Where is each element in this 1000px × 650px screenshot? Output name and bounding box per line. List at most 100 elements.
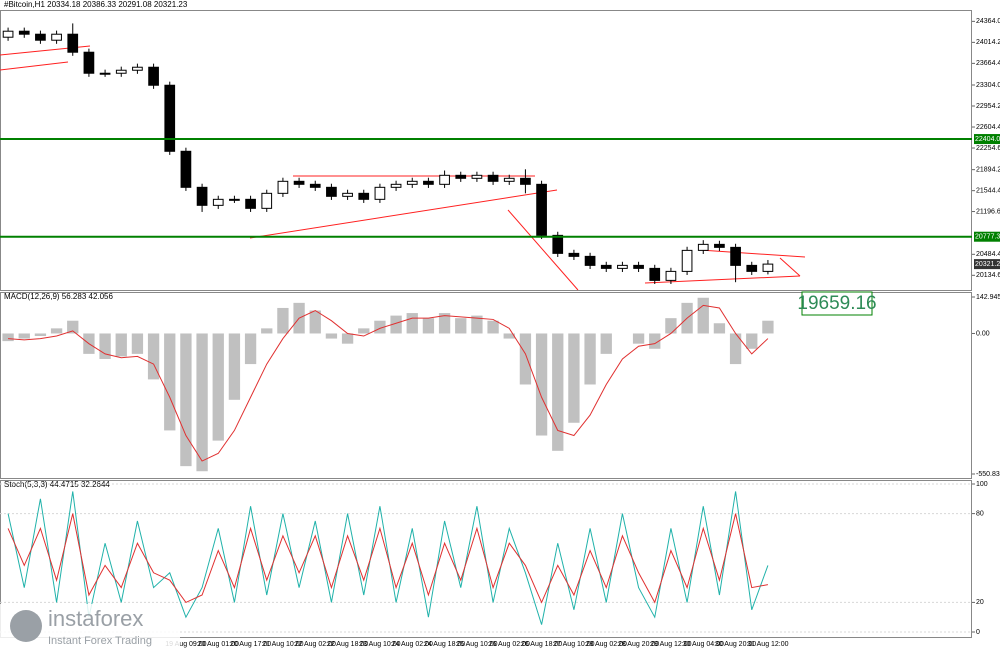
stoch-title: Stoch(5,3,3) 44.4715 32.2644 xyxy=(4,480,110,489)
candle-body xyxy=(762,263,774,272)
macd-bar xyxy=(341,333,354,344)
candle-body xyxy=(99,72,111,75)
macd-bar xyxy=(762,320,774,334)
macd-signal xyxy=(8,304,769,462)
annotation: 19659.16 xyxy=(797,293,876,314)
candle-body xyxy=(617,264,628,269)
x-tick-label: 28 Aug 02:00 xyxy=(586,641,627,648)
macd-bar xyxy=(99,333,111,359)
macd-bar xyxy=(746,333,758,349)
macd-bar xyxy=(665,318,677,334)
candle-body xyxy=(293,180,305,185)
candle-body xyxy=(503,177,515,182)
macd-bar xyxy=(196,333,208,472)
x-tick-label: 29 Aug 12:00 xyxy=(650,641,691,648)
macd-bar xyxy=(422,318,435,334)
logo-name: instaforex xyxy=(48,606,143,631)
y-tick-label: -550.837 xyxy=(976,471,1000,478)
candle-body xyxy=(439,174,450,185)
macd-bar xyxy=(535,333,548,436)
y-tick-label: 24014.20 xyxy=(976,39,1000,46)
x-tick-label: 26 Aug 02:00 xyxy=(489,641,530,648)
macd-bar xyxy=(244,333,257,365)
macd-bar xyxy=(471,315,483,334)
x-tick-label: 19 Aug 09:00 xyxy=(165,641,206,648)
candle-body xyxy=(2,30,14,38)
y-tick-label: 22254.60 xyxy=(976,145,1000,152)
level-label-box xyxy=(974,231,1000,242)
y-tick-label: 22954.20 xyxy=(976,103,1000,110)
macd-bar xyxy=(729,333,742,365)
macd-bar xyxy=(455,318,467,334)
candle-body xyxy=(633,264,644,269)
candle-body xyxy=(681,249,693,272)
candle-body xyxy=(83,51,95,74)
candle-body xyxy=(132,66,143,71)
macd-bar xyxy=(713,323,726,334)
candle-body xyxy=(568,252,580,257)
candle-body xyxy=(51,33,62,41)
macd-bar xyxy=(568,333,580,423)
candle-body xyxy=(584,255,596,266)
candle-body xyxy=(358,192,370,200)
stoch-panel xyxy=(0,480,972,638)
x-tick-label: 24 Aug 18:00 xyxy=(424,641,465,648)
y-tick-label: 21544.40 xyxy=(976,188,1000,195)
candle-body xyxy=(520,177,531,185)
candle-body xyxy=(730,246,741,266)
macd-bar xyxy=(584,333,596,385)
x-tick-label: 21 Aug 10:00 xyxy=(262,641,303,648)
macd-bar xyxy=(261,328,273,334)
candle-body xyxy=(180,150,192,188)
x-tick-label: 25 Aug 10:00 xyxy=(456,641,497,648)
candle-body xyxy=(374,186,386,200)
price-panel xyxy=(0,10,972,291)
y-tick-label: 142.945 xyxy=(976,294,1000,301)
macd-bar xyxy=(147,333,160,380)
logo: instaforex Instant Forex Trading xyxy=(0,604,180,650)
y-tick-label: 0.00 xyxy=(976,330,990,337)
candle-body xyxy=(714,243,725,248)
level-label: 22404.08 xyxy=(975,136,1000,143)
macd-panel xyxy=(0,292,972,479)
x-tick-label: 30 Aug 20:00 xyxy=(715,641,756,648)
x-tick-label: 22 Aug 02:00 xyxy=(295,641,336,648)
candle-body xyxy=(261,192,273,209)
x-tick-label: 20 Aug 17:00 xyxy=(230,641,271,648)
macd-bar xyxy=(487,320,499,334)
candle-body xyxy=(309,183,321,188)
candle-body xyxy=(406,180,418,185)
macd-bar xyxy=(67,320,79,334)
candle-body xyxy=(164,84,176,152)
x-tick-label: 20 Aug 01:00 xyxy=(198,641,239,648)
macd-title: MACD(12,26,9) 56.283 42.056 xyxy=(4,292,114,301)
y-tick-label: 20484.40 xyxy=(976,251,1000,258)
candle-body xyxy=(552,234,564,254)
y-tick-label: 23304.00 xyxy=(976,82,1000,89)
candle-body xyxy=(697,243,709,251)
level-label-box xyxy=(974,134,1000,145)
x-tick-label: 31 Aug 12:00 xyxy=(747,641,788,648)
y-tick-label: 20 xyxy=(976,599,984,606)
x-tick-label: 23 Aug 10:00 xyxy=(359,641,400,648)
macd-bar xyxy=(115,333,127,357)
y-tick-label: 22604.40 xyxy=(976,124,1000,131)
y-tick-label: 0 xyxy=(976,629,980,636)
candle-body xyxy=(35,33,46,41)
candle-body xyxy=(665,270,677,281)
stoch-line xyxy=(7,491,769,625)
macd-bar xyxy=(164,333,176,431)
x-tick-label: 26 Aug 18:00 xyxy=(521,641,562,648)
stoch-line xyxy=(7,513,769,604)
last-price-box xyxy=(974,259,1000,270)
annotation-box xyxy=(801,291,873,316)
candle-body xyxy=(115,69,127,74)
candle-body xyxy=(390,183,402,188)
level-label: 20777.36 xyxy=(975,234,1000,241)
macd-bar xyxy=(406,313,418,334)
candle-body xyxy=(245,198,256,209)
macd-bar xyxy=(358,328,370,334)
candle-body xyxy=(212,198,224,206)
macd-bar xyxy=(438,313,451,334)
